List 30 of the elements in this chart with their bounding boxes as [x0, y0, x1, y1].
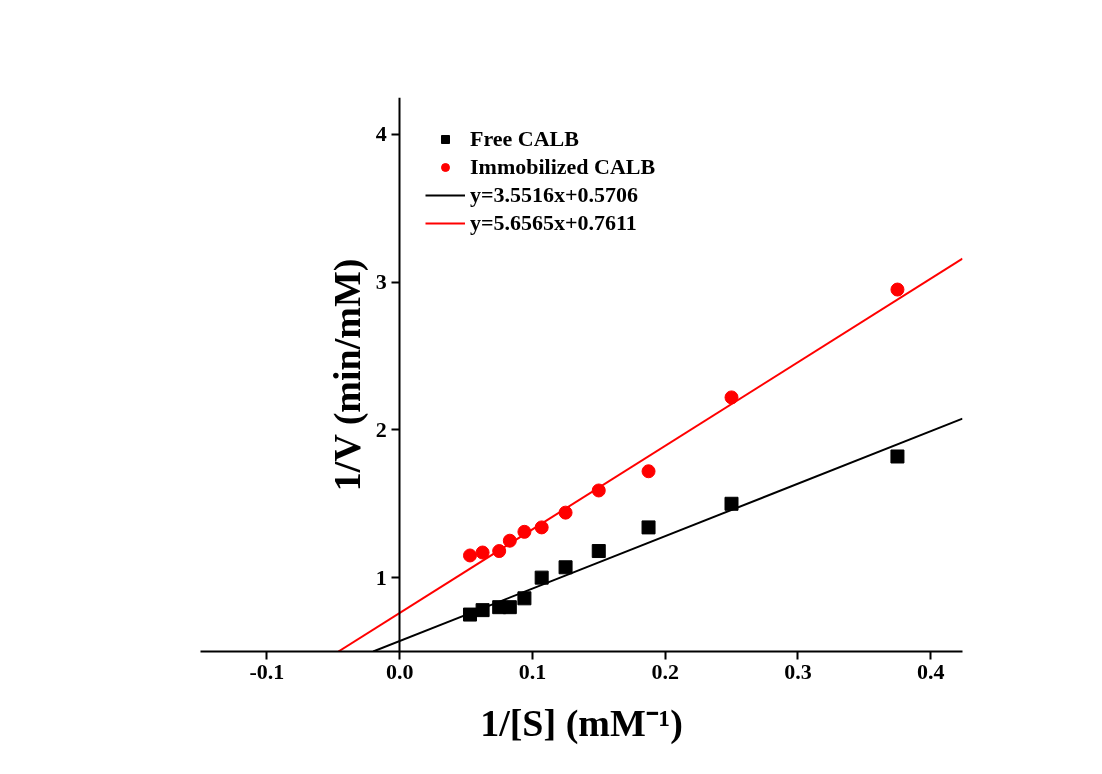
- point: [534, 570, 549, 585]
- point: [641, 520, 656, 535]
- y-tick-label: 2: [375, 416, 387, 442]
- x-axis-title: 1/[S] (mM⁻¹): [480, 701, 683, 745]
- x-tick-label: 0.0: [385, 658, 414, 684]
- point: [462, 548, 477, 563]
- legend-label: Free CALB: [470, 126, 579, 152]
- legend-label: y=3.5516x+0.5706: [470, 182, 639, 208]
- y-tick-label: 3: [375, 269, 387, 295]
- point: [517, 591, 532, 606]
- point: [724, 390, 739, 405]
- point: [475, 603, 490, 618]
- point: [558, 560, 573, 575]
- x-tick-label: -0.1: [249, 658, 285, 684]
- point: [890, 449, 905, 464]
- x-tick-label: 0.2: [651, 658, 679, 684]
- x-tick-label: 0.3: [784, 658, 812, 684]
- y-axis-title: 1/V (min/mM): [325, 258, 369, 492]
- point: [502, 600, 517, 615]
- x-tick-label: 0.1: [518, 658, 547, 684]
- legend-label: Immobilized CALB: [470, 154, 656, 180]
- point: [591, 544, 606, 559]
- legend-label: y=5.6565x+0.7611: [470, 210, 637, 236]
- x-tick-label: 0.4: [916, 658, 945, 684]
- point: [724, 496, 739, 511]
- y-tick-label: 1: [375, 564, 387, 590]
- point: [641, 464, 656, 479]
- point: [890, 282, 905, 297]
- y-tick-label: 4: [375, 121, 387, 147]
- point: [475, 545, 490, 560]
